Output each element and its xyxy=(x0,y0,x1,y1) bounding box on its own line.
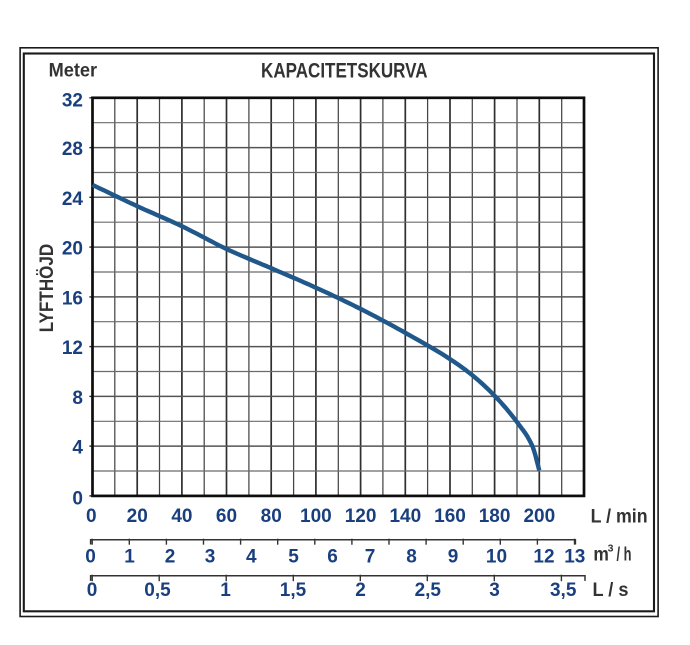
svg-text:20: 20 xyxy=(62,239,83,260)
svg-text:m: m xyxy=(593,545,609,566)
svg-text:160: 160 xyxy=(434,506,466,527)
svg-text:L / min: L / min xyxy=(591,506,648,527)
svg-text:120: 120 xyxy=(345,506,377,527)
svg-text:28: 28 xyxy=(62,139,83,160)
svg-text:12: 12 xyxy=(533,547,554,568)
svg-text:3,5: 3,5 xyxy=(550,580,577,601)
svg-text:180: 180 xyxy=(479,506,511,527)
svg-text:0,5: 0,5 xyxy=(144,580,171,601)
svg-text:0: 0 xyxy=(86,506,97,527)
svg-text:200: 200 xyxy=(523,506,555,527)
svg-text:3: 3 xyxy=(608,542,614,554)
svg-text:3: 3 xyxy=(205,547,216,568)
svg-text:24: 24 xyxy=(62,189,84,210)
svg-text:2: 2 xyxy=(165,547,176,568)
svg-text:L / s: L / s xyxy=(593,580,629,601)
svg-text:32: 32 xyxy=(62,91,83,112)
svg-text:5: 5 xyxy=(288,547,299,568)
svg-text:12: 12 xyxy=(62,338,83,359)
svg-text:40: 40 xyxy=(171,506,192,527)
svg-text:Meter: Meter xyxy=(49,61,98,82)
svg-text:1: 1 xyxy=(124,547,135,568)
svg-text:80: 80 xyxy=(261,506,282,527)
svg-text:KAPACITETSKURVA: KAPACITETSKURVA xyxy=(261,60,428,83)
svg-text:8: 8 xyxy=(72,388,83,409)
svg-text:16: 16 xyxy=(62,289,83,310)
svg-text:2: 2 xyxy=(355,580,366,601)
svg-text:4: 4 xyxy=(72,438,83,459)
svg-text:2,5: 2,5 xyxy=(415,580,442,601)
svg-text:0: 0 xyxy=(85,547,96,568)
svg-text:140: 140 xyxy=(389,506,421,527)
svg-text:20: 20 xyxy=(127,506,148,527)
svg-text:60: 60 xyxy=(216,506,237,527)
svg-text:0: 0 xyxy=(72,489,83,510)
svg-text:9: 9 xyxy=(448,547,459,568)
svg-text:13: 13 xyxy=(564,547,585,568)
svg-text:1: 1 xyxy=(220,580,231,601)
svg-text:10: 10 xyxy=(486,547,507,568)
svg-text:LYFTHÖJD: LYFTHÖJD xyxy=(37,244,58,333)
svg-text:/ h: / h xyxy=(617,545,632,566)
svg-text:0: 0 xyxy=(87,580,98,601)
svg-text:8: 8 xyxy=(406,547,417,568)
svg-text:1,5: 1,5 xyxy=(280,580,307,601)
svg-text:6: 6 xyxy=(327,547,338,568)
svg-text:100: 100 xyxy=(300,506,332,527)
svg-text:7: 7 xyxy=(365,547,376,568)
svg-text:4: 4 xyxy=(246,547,257,568)
svg-text:3: 3 xyxy=(489,580,500,601)
